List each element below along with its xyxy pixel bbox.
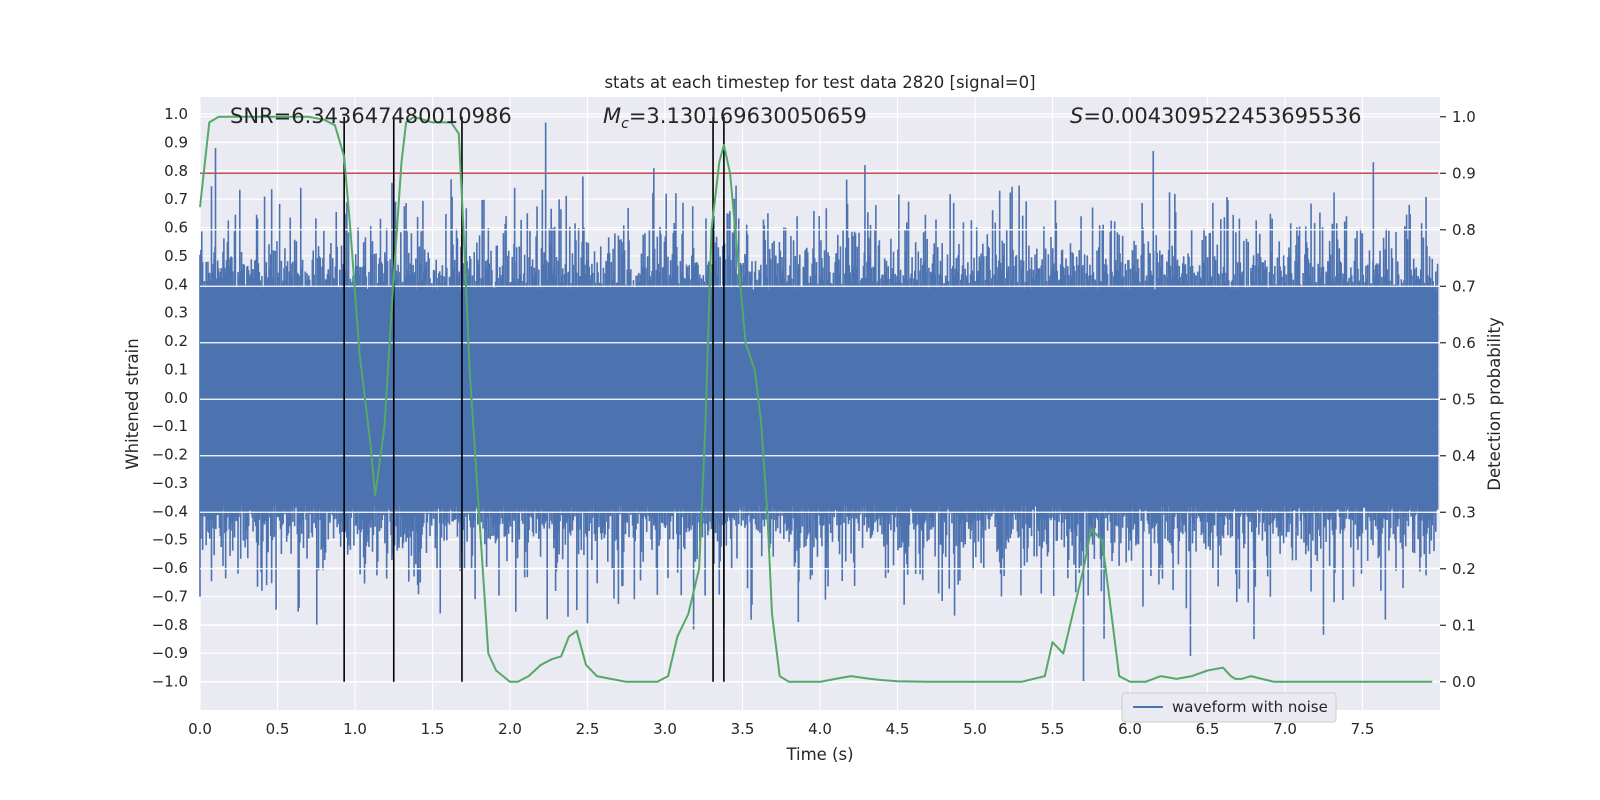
x-tick-label: 5.5 bbox=[1041, 720, 1065, 738]
chirp-mass-annotation: Mc=3.130169630050659 bbox=[603, 104, 867, 132]
legend-label: waveform with noise bbox=[1172, 698, 1328, 716]
y-left-tick-label: −0.9 bbox=[152, 644, 188, 662]
y-right-tick-label: 0.0 bbox=[1452, 673, 1476, 691]
x-tick-label: 2.0 bbox=[498, 720, 522, 738]
y-left-tick-label: −0.7 bbox=[152, 587, 188, 605]
y-right-tick-label: 0.4 bbox=[1452, 447, 1476, 465]
s-annotation: S=0.004309522453695536 bbox=[1070, 104, 1361, 128]
x-tick-label: 0.0 bbox=[188, 720, 212, 738]
x-tick-label: 1.5 bbox=[421, 720, 445, 738]
y-left-tick-label: 0.0 bbox=[164, 389, 188, 407]
chirp-mass-subscript: c bbox=[621, 116, 629, 132]
y-right-tick-label: 0.2 bbox=[1452, 560, 1476, 578]
y-left-tick-label: 0.5 bbox=[164, 247, 188, 265]
y-left-tick-label: 0.8 bbox=[164, 162, 188, 180]
x-tick-label: 4.0 bbox=[808, 720, 832, 738]
y-right-ticks: 1.0 0.9 0.8 0.7 0.6 0.5 0.4 0.3 0.2 0.1 0.0 bbox=[1440, 108, 1476, 691]
x-tick-label: 3.0 bbox=[653, 720, 677, 738]
y-left-tick-label: −0.3 bbox=[152, 474, 188, 492]
x-tick-label: 1.0 bbox=[343, 720, 367, 738]
y-left-tick-label: −0.1 bbox=[152, 417, 188, 435]
y-left-tick-label: −0.8 bbox=[152, 616, 188, 634]
y-right-tick-label: 0.7 bbox=[1452, 277, 1476, 295]
y-right-axis-label: Detection probability bbox=[1485, 317, 1504, 491]
s-value: =0.004309522453695536 bbox=[1083, 104, 1361, 128]
x-tick-label: 2.5 bbox=[576, 720, 600, 738]
chirp-mass-symbol: M bbox=[603, 104, 621, 128]
y-right-tick-label: 1.0 bbox=[1452, 108, 1476, 126]
chirp-mass-value: =3.130169630050659 bbox=[629, 104, 867, 128]
x-tick-label: 7.0 bbox=[1273, 720, 1297, 738]
y-right-tick-label: 0.5 bbox=[1452, 390, 1476, 408]
legend: waveform with noise bbox=[1121, 692, 1337, 723]
y-left-tick-label: 1.0 bbox=[164, 105, 188, 123]
y-right-tick-label: 0.3 bbox=[1452, 503, 1476, 521]
x-tick-label: 7.5 bbox=[1351, 720, 1375, 738]
y-left-tick-label: 0.6 bbox=[164, 219, 188, 237]
y-right-tick-label: 0.9 bbox=[1452, 164, 1476, 182]
y-left-tick-label: 0.7 bbox=[164, 190, 188, 208]
legend-box bbox=[1121, 692, 1337, 723]
y-left-tick-label: 0.9 bbox=[164, 133, 188, 151]
x-tick-label: 6.5 bbox=[1196, 720, 1220, 738]
x-ticks: 0.0 0.5 1.0 1.5 2.0 2.5 3.0 3.5 4.0 4.5 5.0 5.5 6.0 6… bbox=[188, 720, 1374, 738]
y-left-tick-label: 0.3 bbox=[164, 304, 188, 322]
y-right-tick-label: 0.8 bbox=[1452, 221, 1476, 239]
y-left-tick-label: −0.2 bbox=[152, 446, 188, 464]
y-left-axis-label: Whitened strain bbox=[123, 338, 142, 469]
y-left-tick-label: 0.2 bbox=[164, 332, 188, 350]
y-left-tick-label: −0.6 bbox=[152, 559, 188, 577]
x-axis-label: Time (s) bbox=[785, 745, 853, 764]
x-tick-label: 4.5 bbox=[886, 720, 910, 738]
y-left-tick-label: 0.4 bbox=[164, 275, 188, 293]
s-symbol: S bbox=[1070, 104, 1083, 128]
y-left-tick-label: 0.1 bbox=[164, 360, 188, 378]
y-left-ticks: 1.0 0.9 0.8 0.7 0.6 0.5 0.4 0.3 0.2 0.1 0.0 −0.1 −0.… bbox=[152, 105, 188, 691]
y-left-tick-label: −0.5 bbox=[152, 531, 188, 549]
y-left-tick-label: −0.4 bbox=[152, 502, 188, 520]
detection-probability-line bbox=[199, 115, 1433, 683]
x-tick-label: 3.5 bbox=[731, 720, 755, 738]
x-tick-label: 6.0 bbox=[1118, 720, 1142, 738]
chart-title: stats at each timestep for test data 282… bbox=[604, 73, 1035, 92]
snr-annotation: SNR=6.343647480010986 bbox=[230, 104, 512, 128]
y-right-tick-label: 0.1 bbox=[1452, 616, 1476, 634]
x-tick-label: 0.5 bbox=[266, 720, 290, 738]
y-right-tick-label: 0.6 bbox=[1452, 334, 1476, 352]
x-tick-label: 5.0 bbox=[963, 720, 987, 738]
y-left-tick-label: −1.0 bbox=[152, 673, 188, 691]
